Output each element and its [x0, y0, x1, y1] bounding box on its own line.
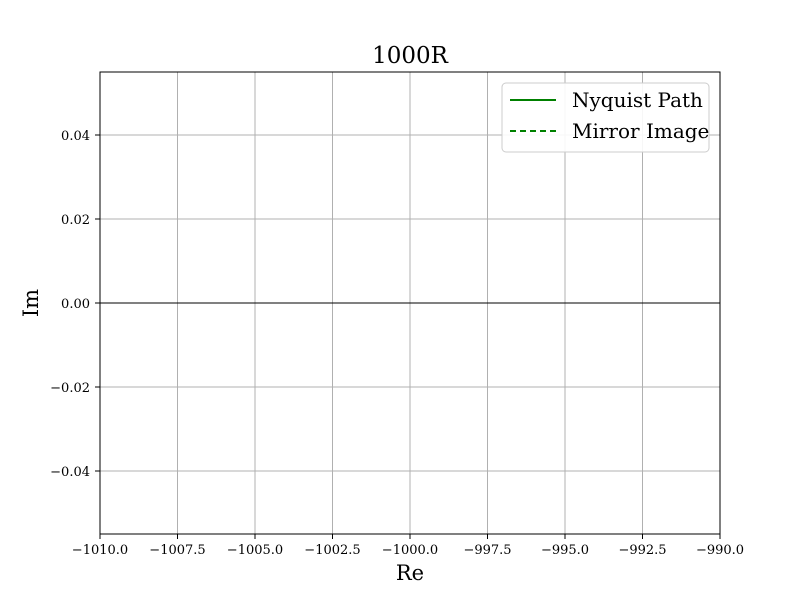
- y-axis-ticks: −0.04 −0.02 0.00 0.02 0.04: [50, 129, 100, 480]
- x-axis-label: Re: [396, 561, 424, 585]
- y-tick-label: −0.02: [50, 381, 90, 396]
- x-tick-label: −990.0: [696, 543, 744, 558]
- y-axis-label: Im: [19, 289, 43, 317]
- x-tick-label: −992.5: [618, 543, 666, 558]
- chart-title: 1000R: [372, 43, 449, 69]
- y-tick-label: 0.02: [61, 213, 90, 228]
- y-tick-label: −0.04: [50, 465, 90, 480]
- y-tick-label: 0.00: [61, 297, 90, 312]
- x-tick-label: −1007.5: [149, 543, 205, 558]
- x-tick-label: −1005.0: [227, 543, 283, 558]
- legend: Nyquist Path Mirror Image: [501, 82, 710, 153]
- x-axis-ticks: −1010.0 −1007.5 −1005.0 −1002.5 −1000.0 −997.…: [72, 534, 744, 558]
- x-tick-label: −997.5: [463, 543, 511, 558]
- x-tick-label: −1000.0: [382, 543, 438, 558]
- legend-label-nyquist-path: Nyquist Path: [572, 88, 703, 112]
- x-tick-label: −995.0: [541, 543, 589, 558]
- legend-label-mirror-image: Mirror Image: [572, 119, 709, 143]
- x-tick-label: −1010.0: [72, 543, 128, 558]
- x-tick-label: −1002.5: [304, 543, 360, 558]
- y-tick-label: 0.04: [61, 129, 90, 144]
